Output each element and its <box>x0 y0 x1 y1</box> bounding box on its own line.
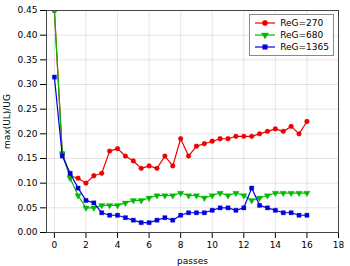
svg-text:0: 0 <box>52 240 58 250</box>
svg-text:8: 8 <box>178 240 184 250</box>
svg-text:16: 16 <box>301 240 313 250</box>
svg-text:0.25: 0.25 <box>17 104 37 114</box>
svg-text:0.45: 0.45 <box>17 5 37 15</box>
svg-text:18: 18 <box>333 240 345 250</box>
svg-text:0.40: 0.40 <box>17 30 37 40</box>
svg-text:0.20: 0.20 <box>17 129 37 139</box>
svg-text:max(UL)/UG: max(UL)/UG <box>2 94 12 149</box>
svg-text:0.30: 0.30 <box>17 79 37 89</box>
svg-text:4: 4 <box>115 240 121 250</box>
svg-text:12: 12 <box>238 240 249 250</box>
svg-text:passes: passes <box>177 256 208 266</box>
html-text:ReG=270: ReG=270 <box>280 18 324 28</box>
svg-text:0.35: 0.35 <box>17 55 37 65</box>
svg-text:6: 6 <box>146 240 152 250</box>
svg-text:14: 14 <box>270 240 282 250</box>
svg-text:0.10: 0.10 <box>17 178 37 188</box>
html-text:ReG=1365: ReG=1365 <box>280 42 329 52</box>
svg-text:10: 10 <box>207 240 219 250</box>
svg-text:0.15: 0.15 <box>17 153 37 163</box>
svg-text:0.00: 0.00 <box>17 227 37 237</box>
svg-text:0.05: 0.05 <box>17 203 37 213</box>
html-text:ReG=680: ReG=680 <box>280 30 324 40</box>
svg-text:2: 2 <box>83 240 89 250</box>
